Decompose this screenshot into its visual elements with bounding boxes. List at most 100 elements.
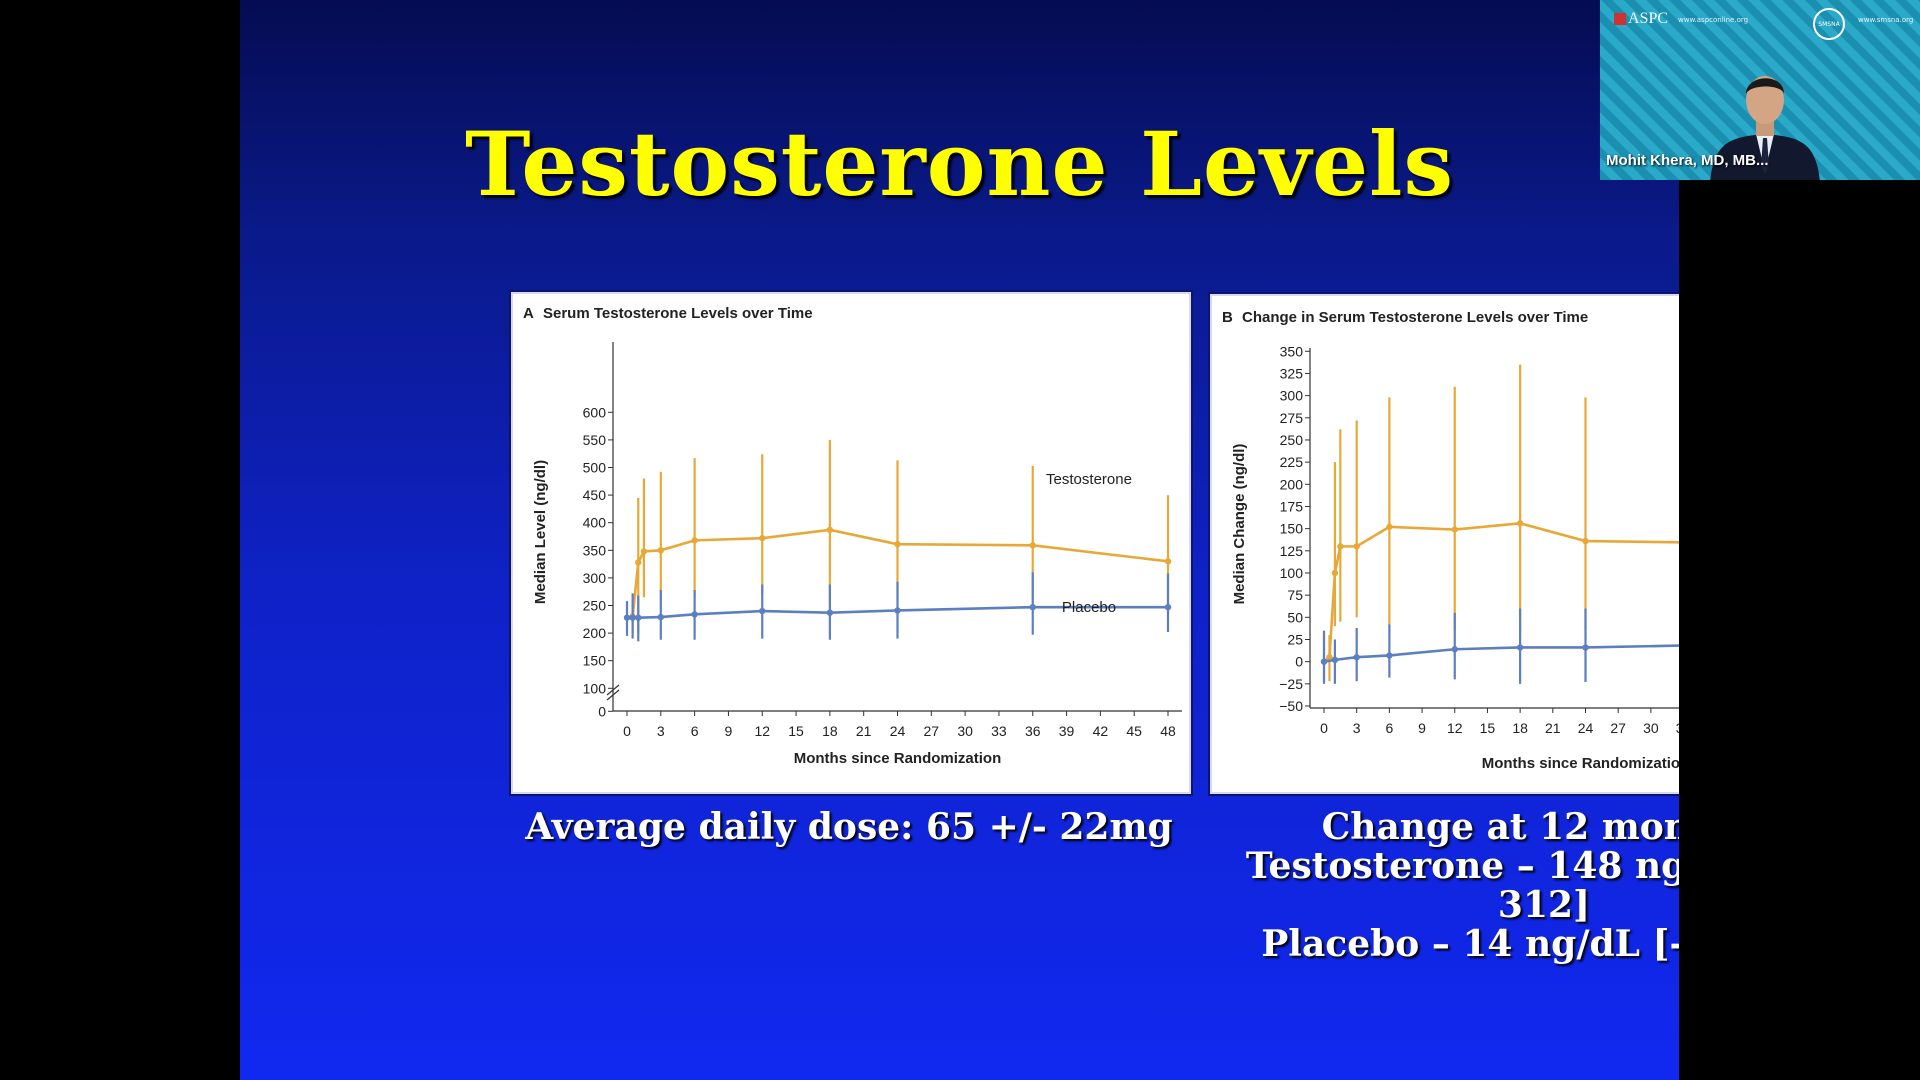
placebo-data-point <box>1164 603 1172 611</box>
testosterone-data-point <box>1337 543 1344 550</box>
testosterone-series-line <box>1323 522 1679 663</box>
x-tick-label: 9 <box>725 723 733 739</box>
chart-title: Serum Testosterone Levels over Time <box>543 305 813 322</box>
y-tick-label: 325 <box>1280 365 1304 381</box>
caption-b-line3: Placebo – 14 ng/dL [-21, 56] <box>1261 923 1679 965</box>
y-tick-label: −25 <box>1279 676 1303 692</box>
x-tick-label: 6 <box>691 723 699 739</box>
y-axis-label: Median Level (ng/dl) <box>532 460 549 604</box>
chart-title: Change in Serum Testosterone Levels over… <box>1242 309 1588 326</box>
smsna-url: www.smsna.org <box>1858 16 1914 24</box>
placebo-series-label: Placebo <box>1062 599 1116 616</box>
x-tick-label: 15 <box>1480 720 1496 736</box>
placebo-series-line <box>1323 644 1679 663</box>
y-tick-label: 400 <box>583 515 607 531</box>
y-tick-label: 0 <box>1295 654 1303 670</box>
x-axis-label: Months since Randomization <box>794 750 1002 767</box>
placebo-data-point <box>629 614 636 621</box>
testosterone-data-point <box>759 534 766 542</box>
x-tick-label: 24 <box>890 723 906 739</box>
y-tick-label: 175 <box>1280 498 1304 514</box>
x-tick-label: 30 <box>957 723 973 739</box>
placebo-data-point <box>1516 644 1524 651</box>
placebo-data-point <box>623 614 631 621</box>
caption-b-line1: Change at 12 months: <box>1321 806 1679 848</box>
x-tick-label: 21 <box>856 723 872 739</box>
testosterone-data-point <box>640 548 648 555</box>
y-tick-label: 75 <box>1287 587 1303 603</box>
chart-panel-letter: B <box>1222 309 1233 326</box>
x-tick-label: 18 <box>1512 720 1528 736</box>
x-tick-label: 45 <box>1126 723 1142 739</box>
y-tick-label: 50 <box>1287 609 1303 625</box>
testosterone-data-point <box>635 559 642 566</box>
x-tick-label: 27 <box>924 723 940 739</box>
x-tick-label: 39 <box>1059 723 1075 739</box>
y-tick-label: 550 <box>583 432 607 448</box>
y-tick-label: 200 <box>1280 476 1304 492</box>
y-tick-label: 600 <box>583 404 607 420</box>
testosterone-data-point <box>1582 537 1589 545</box>
y-tick-label: 350 <box>1280 343 1304 359</box>
testosterone-data-point <box>657 547 665 554</box>
y-tick-label: 225 <box>1280 454 1304 470</box>
caption-change-12-months: Change at 12 months: Testosterone – 148 … <box>1210 808 1679 964</box>
testosterone-data-point <box>691 537 698 544</box>
placebo-data-point <box>657 613 665 621</box>
testosterone-data-point <box>1451 526 1458 533</box>
y-tick-label: 125 <box>1280 543 1304 559</box>
y-tick-label: 500 <box>583 460 607 476</box>
y-tick-label: 100 <box>583 680 607 696</box>
placebo-data-point <box>759 607 766 615</box>
y-tick-label: 150 <box>583 653 607 669</box>
caption-average-dose: Average daily dose: 65 +/- 22mg <box>525 806 1173 848</box>
testosterone-data-point <box>1353 543 1360 550</box>
testosterone-data-point <box>1164 558 1172 565</box>
y-tick-label: 250 <box>1280 432 1304 448</box>
x-tick-label: 3 <box>657 723 665 739</box>
presentation-slide: Testosterone Levels A Serum Testosterone … <box>240 0 1679 1080</box>
x-tick-label: 9 <box>1418 720 1426 736</box>
y-tick-label: 275 <box>1280 410 1304 426</box>
chart-a-svg: A Serum Testosterone Levels over Time 0 100… <box>523 305 1182 767</box>
testosterone-data-point <box>894 541 901 548</box>
y-tick-label: 150 <box>1280 521 1304 537</box>
x-tick-label: 24 <box>1578 720 1594 736</box>
y-tick-label: 200 <box>583 625 607 641</box>
chart-panel-a: A Serum Testosterone Levels over Time 0 100… <box>511 292 1191 794</box>
y-tick-label: 450 <box>583 487 607 503</box>
x-tick-label: 27 <box>1610 720 1626 736</box>
x-tick-label: 0 <box>623 723 631 739</box>
y-tick-label: 350 <box>583 542 607 558</box>
x-axis-label: Months since Randomization <box>1482 755 1679 772</box>
y-tick-label: 300 <box>1280 388 1304 404</box>
x-tick-label: 36 <box>1025 723 1041 739</box>
chart-panel-b: B Change in Serum Testosterone Levels ove… <box>1210 294 1679 794</box>
y-tick-label: 250 <box>583 598 607 614</box>
placebo-data-point <box>1320 658 1328 665</box>
testosterone-series-line <box>631 528 1169 617</box>
x-tick-label: 15 <box>788 723 804 739</box>
y-tick-label: −50 <box>1279 698 1303 714</box>
x-tick-label: 21 <box>1545 720 1561 736</box>
placebo-data-point <box>1582 644 1589 651</box>
aspc-url: www.aspconline.org <box>1678 16 1749 24</box>
x-tick-label: 48 <box>1160 723 1176 739</box>
caption-b-line2: Testosterone – 148 ng/dL [34, 312] <box>1245 845 1679 926</box>
chart-panel-letter: A <box>523 305 534 322</box>
testosterone-data-point <box>826 526 834 534</box>
placebo-data-point <box>826 609 834 616</box>
participant-avatar <box>1710 76 1820 180</box>
testosterone-data-point <box>1516 520 1524 527</box>
participant-name: Mohit Khera, MD, MB... <box>1606 152 1769 169</box>
aspc-logo: ASPC <box>1614 10 1668 28</box>
y-tick-label: 300 <box>583 570 607 586</box>
participant-video-tile[interactable]: ASPC www.aspconline.org SMSNA www.smsna.… <box>1600 0 1920 180</box>
slide-title: Testosterone Levels <box>464 112 1455 216</box>
x-tick-label: 30 <box>1643 720 1659 736</box>
x-tick-label: 3 <box>1353 720 1361 736</box>
testosterone-data-point <box>1386 523 1393 531</box>
x-tick-label: 6 <box>1385 720 1393 736</box>
placebo-data-point <box>691 611 698 618</box>
y-tick-label: 25 <box>1287 631 1303 647</box>
